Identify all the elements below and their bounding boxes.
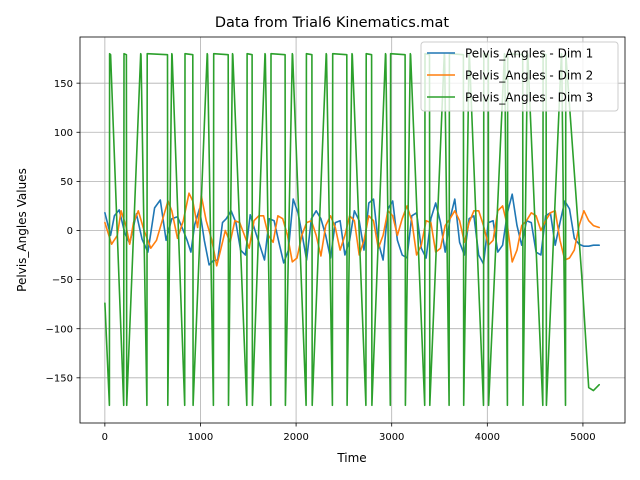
legend-entry: Pelvis_Angles - Dim 1: [427, 47, 593, 61]
legend: Pelvis_Angles - Dim 1 Pelvis_Angles - Di…: [420, 41, 619, 112]
series-line-dim-3: [104, 52, 600, 407]
y-tick-label: −100: [46, 324, 73, 335]
y-tick-label: −50: [52, 275, 73, 286]
x-tick-label: 2000: [283, 432, 308, 443]
y-axis-label: Pelvis_Angles Values: [15, 168, 29, 292]
legend-box: [420, 41, 619, 112]
legend-entry: Pelvis_Angles - Dim 3: [427, 91, 593, 105]
legend-label: Pelvis_Angles - Dim 3: [465, 91, 593, 105]
y-tick-label: −150: [46, 373, 73, 384]
y-tick-label: 50: [60, 177, 73, 188]
x-axis-ticks: 0 1000 2000 3000 4000 5000: [102, 423, 596, 443]
plot-series: [104, 52, 600, 407]
legend-label: Pelvis_Angles - Dim 2: [465, 69, 593, 83]
x-tick-label: 3000: [379, 432, 404, 443]
legend-entry: Pelvis_Angles - Dim 2: [427, 69, 593, 83]
y-tick-label: 100: [54, 128, 73, 139]
legend-label: Pelvis_Angles - Dim 1: [465, 47, 593, 61]
axes-frame: [79, 36, 626, 424]
x-tick-label: 4000: [475, 432, 500, 443]
y-tick-label: 0: [67, 226, 73, 237]
series-line-dim-1: [104, 193, 600, 266]
y-axis-ticks: −150 −100 −50 0 50 100 150: [46, 79, 80, 384]
y-tick-label: 150: [54, 79, 73, 90]
x-tick-label: 1000: [188, 432, 213, 443]
x-tick-label: 5000: [570, 432, 595, 443]
x-tick-label: 0: [102, 432, 108, 443]
chart-title: Data from Trial6 Kinematics.mat: [215, 15, 450, 31]
x-axis-label: Time: [336, 451, 366, 465]
